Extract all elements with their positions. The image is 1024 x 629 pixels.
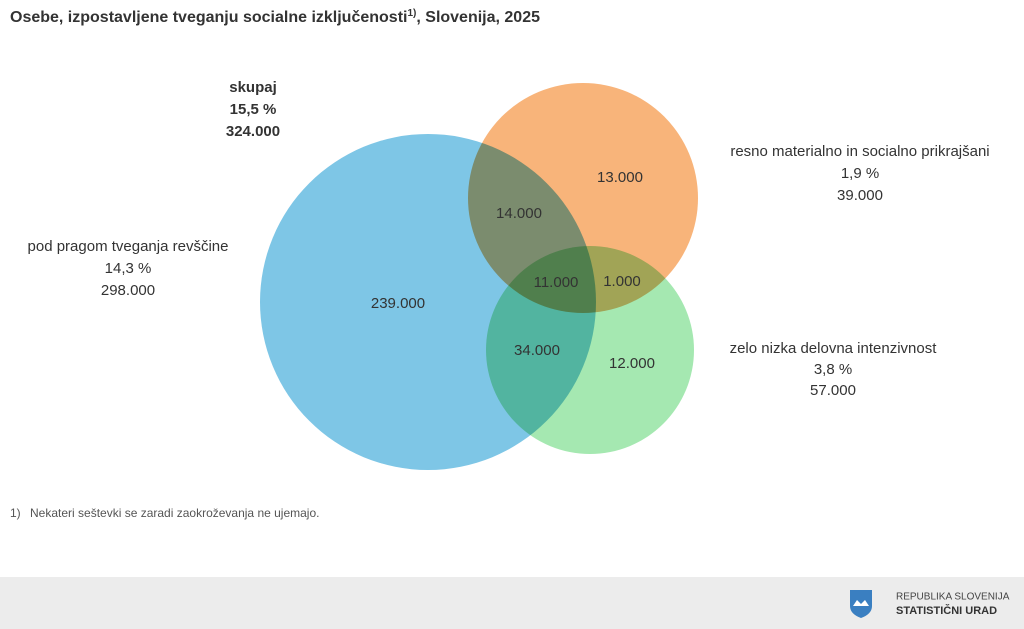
set-percent: 3,8 % (814, 361, 852, 378)
set-label: pod pragom tveganja revščine (28, 238, 229, 255)
circle-work (486, 246, 694, 454)
total-label: skupaj (229, 79, 277, 96)
title-text: Osebe, izpostavljene tveganju socialne i… (10, 9, 407, 26)
title-suffix: , Slovenija, 2025 (416, 9, 540, 26)
logo-mark (853, 600, 869, 606)
total-count: 324.000 (226, 123, 280, 140)
region-value: 11.000 (534, 274, 579, 291)
set-count: 39.000 (837, 187, 883, 204)
region-value: 1.000 (603, 273, 641, 290)
set-count: 298.000 (101, 282, 155, 299)
circle-deprivation (468, 83, 698, 313)
footnote-ref: 1) (10, 506, 21, 520)
region-value: 34.000 (514, 342, 560, 359)
footnote-text: Nekateri seštevki se zaradi zaokroževanj… (30, 506, 319, 520)
set-percent: 1,9 % (841, 165, 879, 182)
set-count: 57.000 (810, 382, 856, 399)
total-percent: 15,5 % (230, 101, 277, 118)
footer-line2: STATISTIČNI URAD (896, 604, 997, 617)
region-value: 13.000 (597, 169, 643, 186)
region-value: 12.000 (609, 355, 655, 372)
venn (260, 83, 698, 470)
set-percent: 14,3 % (105, 260, 152, 277)
title: Osebe, izpostavljene tveganju socialne i… (10, 8, 540, 27)
footer-line1: REPUBLIKA SLOVENIJA (896, 592, 1010, 603)
set-label: zelo nizka delovna intenzivnost (730, 340, 938, 357)
title-note: 1) (407, 8, 416, 19)
region-value: 239.000 (371, 295, 425, 312)
region-value: 14.000 (496, 205, 542, 222)
set-label: resno materialno in socialno prikrajšani (730, 143, 989, 160)
